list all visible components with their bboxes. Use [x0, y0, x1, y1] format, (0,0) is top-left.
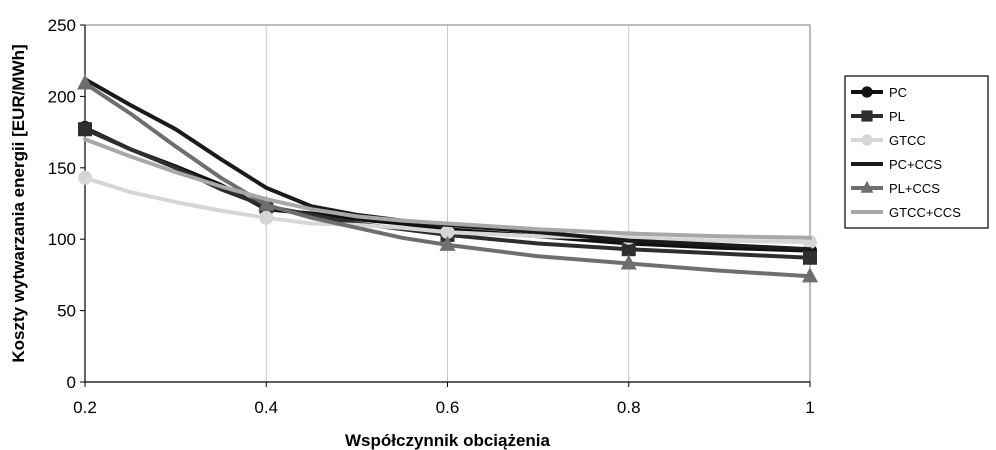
y-tick-label: 250 — [48, 16, 76, 35]
x-tick-label: 0.8 — [617, 398, 641, 417]
y-tick-label: 200 — [48, 87, 76, 106]
legend-item: PC+CCS — [851, 157, 942, 172]
legend-marker — [861, 86, 873, 98]
data-point-pl — [78, 122, 92, 137]
y-axis-title: Koszty wytwarzania energii [EUR/MWh] — [9, 44, 28, 362]
x-axis-title: Współczynnik obciążenia — [345, 431, 551, 450]
series-line-gtcc-ccs — [83, 137, 812, 240]
data-point-pl — [621, 242, 636, 257]
data-point-pl-ccs — [439, 235, 456, 251]
x-tick-label: 1 — [805, 398, 814, 417]
legend-marker — [861, 134, 873, 146]
legend-box — [844, 75, 989, 229]
grid-layer — [265, 25, 811, 382]
legend-marker — [860, 180, 874, 193]
data-point-pl-ccs — [620, 254, 637, 270]
series-layer — [77, 74, 818, 283]
x-tick-label: 0.4 — [254, 398, 278, 417]
legend-item: PL+CCS — [851, 180, 940, 196]
axis-layer: 0 50 100 150 200 250 0.2 0.4 0.6 0.8 1 — [48, 16, 815, 417]
x-tick-label: 0.2 — [73, 398, 97, 417]
data-point-gtcc — [259, 210, 274, 225]
legend-marker — [861, 110, 873, 122]
y-tick-label: 150 — [48, 159, 76, 178]
legend-item: GTCC — [851, 133, 926, 148]
legend: PC PL GTCC PC+CCS PL+CCS GTCC+CCS — [844, 75, 989, 229]
data-point-pl-ccs — [802, 267, 818, 283]
data-point-gtcc — [78, 170, 92, 185]
legend-item: PL — [851, 109, 905, 124]
legend-label: PL — [889, 109, 905, 124]
legend-label: PL+CCS — [889, 181, 940, 196]
y-tick-label: 50 — [57, 302, 76, 321]
legend-item: PC — [851, 85, 907, 100]
series-pl-ccs — [77, 74, 818, 283]
y-tick-label: 0 — [67, 373, 76, 392]
data-point-gtcc — [440, 225, 455, 240]
legend-label: PC — [889, 85, 907, 100]
legend-label: GTCC — [889, 133, 926, 148]
data-point-pl — [803, 250, 817, 265]
legend-item: GTCC+CCS — [851, 205, 961, 220]
y-tick-label: 100 — [48, 230, 76, 249]
data-point-pl-ccs — [258, 195, 275, 211]
x-tick-label: 0.6 — [436, 398, 460, 417]
series-gtcc-ccs — [83, 137, 812, 240]
legend-label: GTCC+CCS — [889, 205, 961, 220]
data-point-pl-ccs — [77, 74, 93, 90]
legend-label: PC+CCS — [889, 157, 942, 172]
